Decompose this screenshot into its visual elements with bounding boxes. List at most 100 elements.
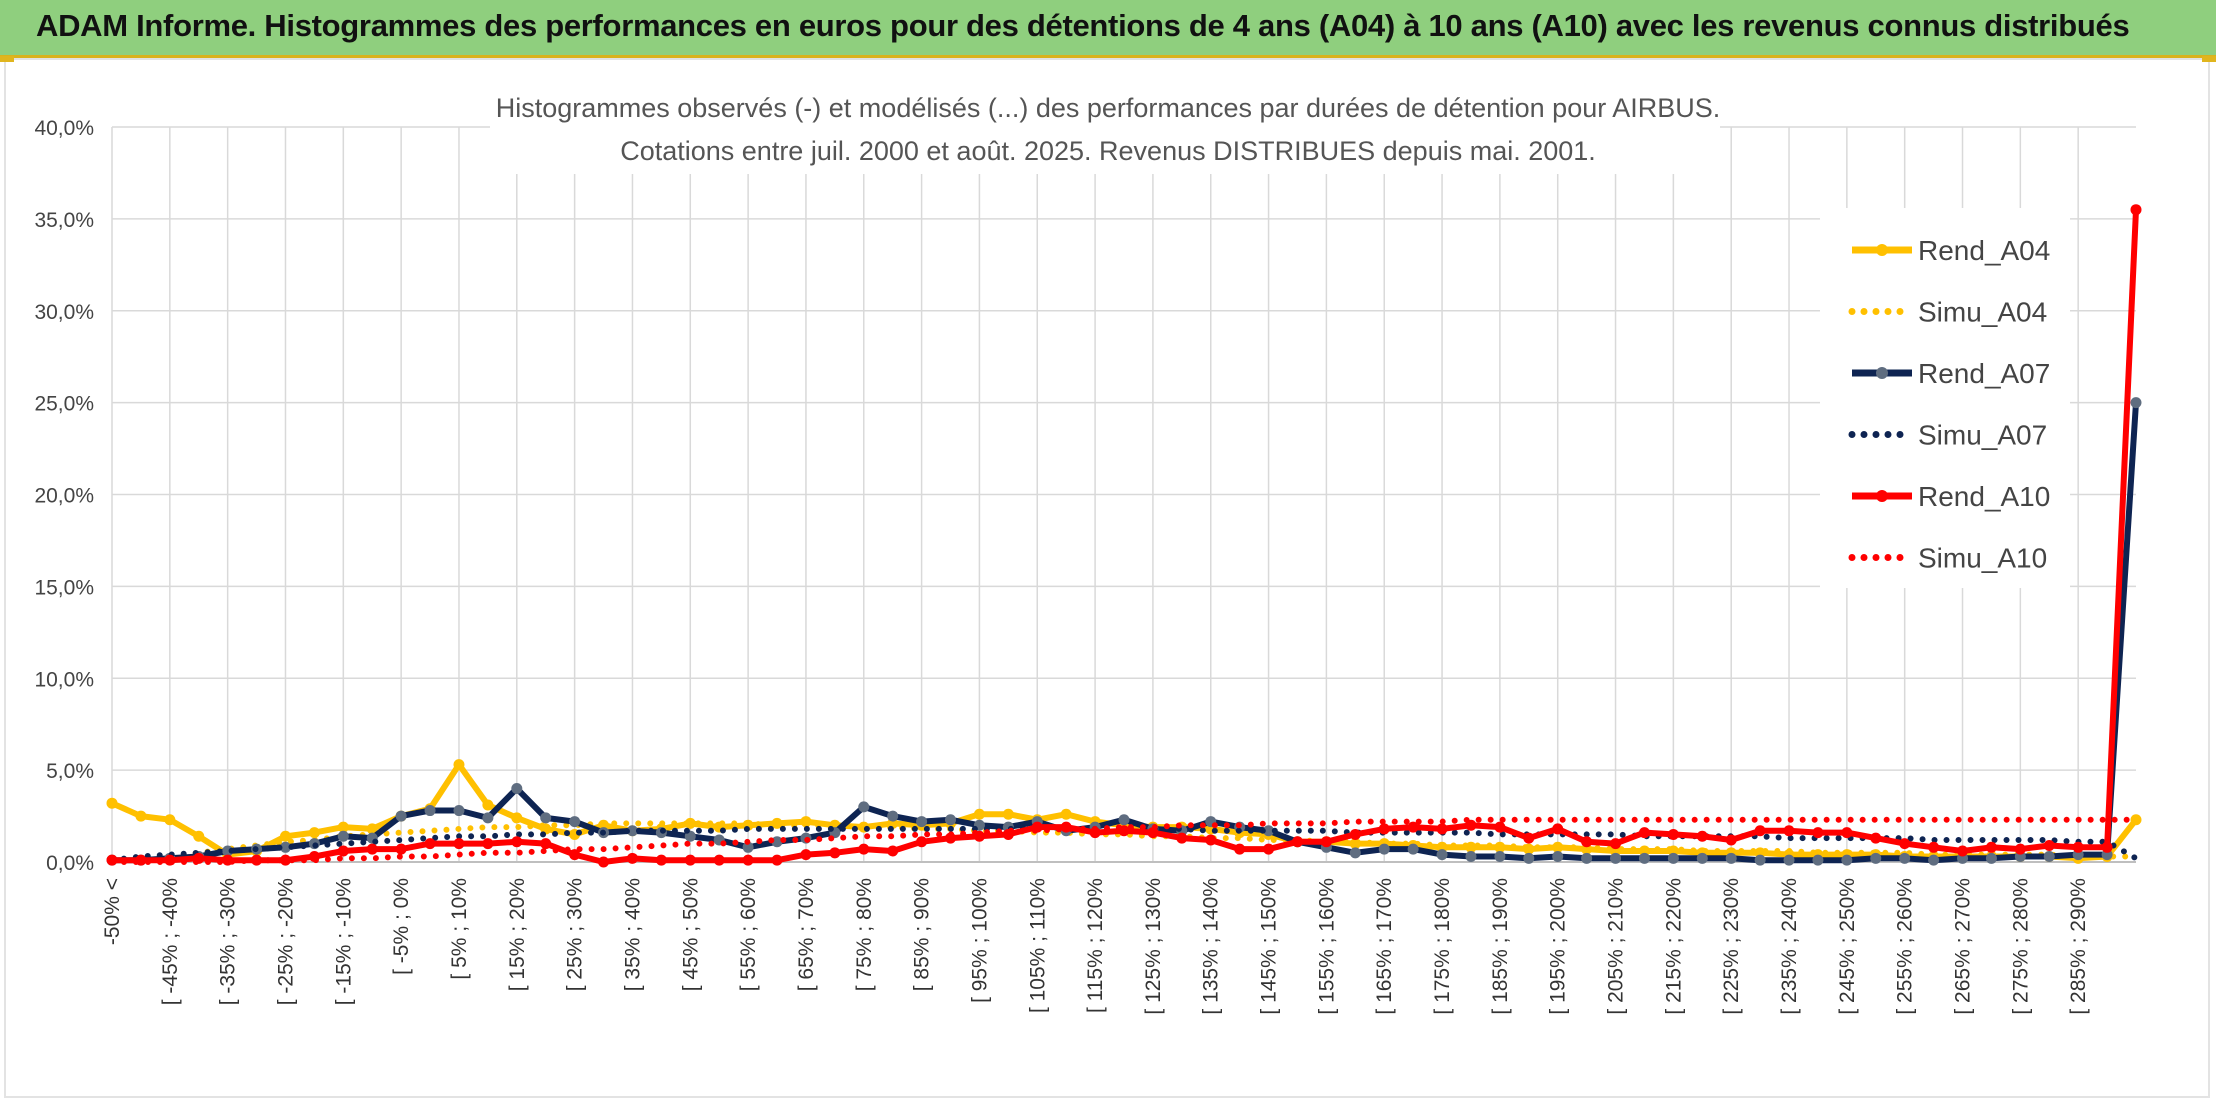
x-tick-label: [ -15% ; -10% — [332, 878, 355, 1005]
data-point-rend-a04 — [1002, 808, 1014, 820]
data-point-rend-a07 — [1899, 852, 1911, 864]
data-point-rend-a07 — [1696, 852, 1708, 864]
data-point-rend-a07 — [482, 812, 494, 824]
data-point-rend-a07 — [1552, 850, 1564, 862]
data-point-rend-a04 — [193, 830, 205, 842]
page-title: ADAM Informe. Histogrammes des performan… — [36, 8, 2130, 43]
data-point-rend-a10 — [684, 854, 696, 866]
data-point-rend-a07 — [1667, 852, 1679, 864]
x-tick-label: [ 95% ; 100% — [968, 878, 991, 1003]
data-point-rend-a07 — [1812, 854, 1824, 866]
data-point-rend-a10 — [1263, 843, 1275, 855]
legend-marker-rend-a04 — [1876, 244, 1888, 256]
data-point-rend-a10 — [1928, 841, 1940, 853]
data-point-rend-a07 — [2130, 397, 2142, 409]
x-tick-label: [ 15% ; 20% — [506, 878, 529, 991]
x-tick-label: [ 105% ; 110% — [1026, 878, 1049, 1013]
data-point-rend-a04 — [453, 759, 465, 771]
y-tick-label: 5,0% — [46, 760, 94, 783]
data-point-rend-a07 — [945, 814, 957, 826]
data-point-rend-a07 — [453, 805, 465, 817]
data-point-rend-a10 — [713, 854, 725, 866]
data-point-rend-a07 — [1378, 843, 1390, 855]
data-point-rend-a10 — [2101, 841, 2113, 853]
data-point-rend-a07 — [1118, 814, 1130, 826]
header-banner: ADAM Informe. Histogrammes des performan… — [0, 0, 2216, 58]
x-tick-label: -50% < — [101, 878, 124, 945]
data-point-rend-a10 — [1610, 838, 1622, 850]
x-tick-label: [ 55% ; 60% — [737, 878, 760, 991]
data-point-rend-a07 — [1638, 852, 1650, 864]
data-point-rend-a07 — [858, 801, 870, 813]
data-point-rend-a10 — [829, 847, 841, 859]
data-point-rend-a10 — [511, 836, 523, 848]
y-tick-label: 0,0% — [46, 852, 94, 875]
data-point-rend-a10 — [1754, 825, 1766, 837]
data-point-rend-a10 — [916, 836, 928, 848]
data-point-rend-a10 — [569, 849, 581, 861]
legend-label: Rend_A10 — [1918, 481, 2050, 512]
data-point-rend-a07 — [1581, 852, 1593, 864]
x-tick-label: [ 175% ; 180% — [1431, 878, 1454, 1015]
data-point-rend-a07 — [1436, 849, 1448, 861]
data-point-rend-a10 — [1841, 827, 1853, 839]
data-point-rend-a10 — [771, 854, 783, 866]
x-tick-label: [ 235% ; 240% — [1778, 878, 1801, 1015]
data-point-rend-a07 — [1465, 850, 1477, 862]
data-point-rend-a07 — [1349, 847, 1361, 859]
data-point-rend-a10 — [1899, 838, 1911, 850]
x-tick-label: [ 165% ; 170% — [1373, 878, 1396, 1015]
data-point-rend-a04 — [973, 808, 985, 820]
chart-title-background — [490, 86, 1720, 174]
data-point-rend-a10 — [887, 845, 899, 857]
data-point-rend-a10 — [1783, 825, 1795, 837]
data-point-rend-a07 — [1263, 825, 1275, 837]
x-tick-label: [ 125% ; 130% — [1142, 878, 1165, 1015]
x-tick-label: [ 5% ; 10% — [448, 878, 471, 980]
data-point-rend-a10 — [858, 843, 870, 855]
data-point-rend-a04 — [1060, 808, 1072, 820]
data-point-rend-a07 — [1754, 854, 1766, 866]
data-point-rend-a10 — [2014, 843, 2026, 855]
data-point-rend-a07 — [1928, 854, 1940, 866]
data-point-rend-a10 — [1407, 821, 1419, 833]
x-tick-label: [ 195% ; 200% — [1547, 878, 1570, 1015]
chart-frame — [4, 58, 2210, 1098]
data-point-rend-a04 — [106, 797, 118, 809]
x-tick-label: [ 285% ; 290% — [2067, 878, 2090, 1015]
x-tick-label: [ 265% ; 270% — [1952, 878, 1975, 1015]
data-point-rend-a10 — [1667, 828, 1679, 840]
x-tick-label: [ 85% ; 90% — [911, 878, 934, 991]
data-point-rend-a10 — [1985, 841, 1997, 853]
data-point-rend-a10 — [1494, 821, 1506, 833]
x-tick-label: [ 205% ; 210% — [1605, 878, 1628, 1015]
data-point-rend-a04 — [482, 799, 494, 811]
data-point-rend-a04 — [511, 812, 523, 824]
x-tick-label: [ -25% ; -20% — [274, 878, 297, 1005]
series-line-simu-a10 — [109, 816, 2139, 865]
data-point-rend-a07 — [742, 841, 754, 853]
data-point-rend-a10 — [366, 843, 378, 855]
x-tick-label: [ 75% ; 80% — [853, 878, 876, 991]
data-point-rend-a07 — [1985, 852, 1997, 864]
data-point-rend-a10 — [2043, 839, 2055, 851]
x-tick-label: [ 65% ; 70% — [795, 878, 818, 991]
data-point-rend-a07 — [337, 830, 349, 842]
y-tick-label: 15,0% — [34, 576, 94, 599]
data-point-rend-a07 — [1870, 852, 1882, 864]
legend-label: Simu_A10 — [1918, 543, 2047, 574]
data-point-rend-a04 — [684, 817, 696, 829]
data-point-rend-a07 — [2043, 850, 2055, 862]
data-point-rend-a10 — [1552, 823, 1564, 835]
frame-corner-marker — [0, 56, 14, 62]
data-point-rend-a10 — [1812, 827, 1824, 839]
data-point-rend-a07 — [511, 783, 523, 794]
data-point-rend-a10 — [395, 843, 407, 855]
x-tick-label: [ -45% ; -40% — [159, 878, 182, 1005]
legend-label: Rend_A07 — [1918, 358, 2050, 389]
y-tick-label: 20,0% — [34, 485, 94, 508]
y-tick-label: 35,0% — [34, 209, 94, 232]
x-tick-label: [ 145% ; 150% — [1258, 878, 1281, 1015]
data-point-rend-a04 — [308, 827, 320, 839]
